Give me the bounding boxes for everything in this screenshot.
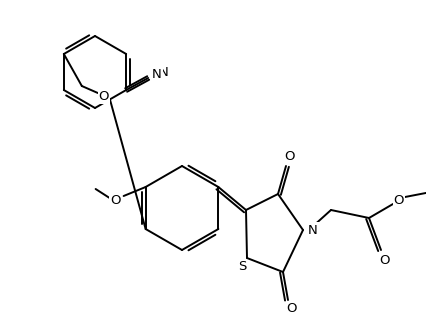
Text: O: O (284, 150, 294, 163)
Text: N: N (159, 65, 169, 79)
Text: S: S (237, 260, 246, 274)
Text: O: O (98, 89, 109, 103)
Text: O: O (379, 253, 389, 267)
Text: O: O (110, 194, 121, 208)
Text: N: N (152, 69, 161, 82)
Text: N: N (308, 223, 317, 237)
Text: O: O (393, 193, 403, 207)
Text: O: O (286, 303, 296, 315)
